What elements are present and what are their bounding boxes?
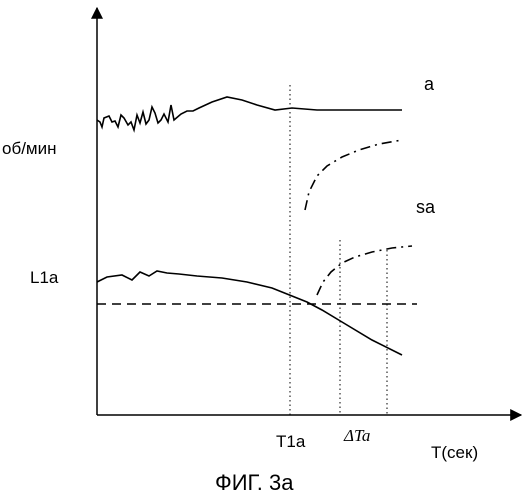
- series-label-sa: sa: [416, 197, 436, 217]
- figure-caption: ФИГ. 3а: [215, 470, 294, 495]
- delta-ta-label: ΔTa: [343, 426, 370, 445]
- y-axis-label: об/мин: [2, 139, 57, 158]
- series-label-a: a: [424, 74, 435, 94]
- series-line-sa-dashdot: [317, 246, 412, 295]
- series-line-a: [97, 97, 402, 130]
- x-axis-label: T(сек): [431, 443, 478, 462]
- series-line-sa: [97, 271, 402, 355]
- t1a-label: T1a: [276, 432, 306, 451]
- l1a-label: L1a: [30, 268, 59, 287]
- series-line-a-dashdot: [305, 140, 402, 210]
